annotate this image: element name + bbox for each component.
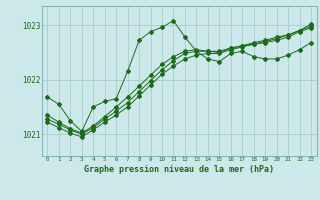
X-axis label: Graphe pression niveau de la mer (hPa): Graphe pression niveau de la mer (hPa) <box>84 165 274 174</box>
